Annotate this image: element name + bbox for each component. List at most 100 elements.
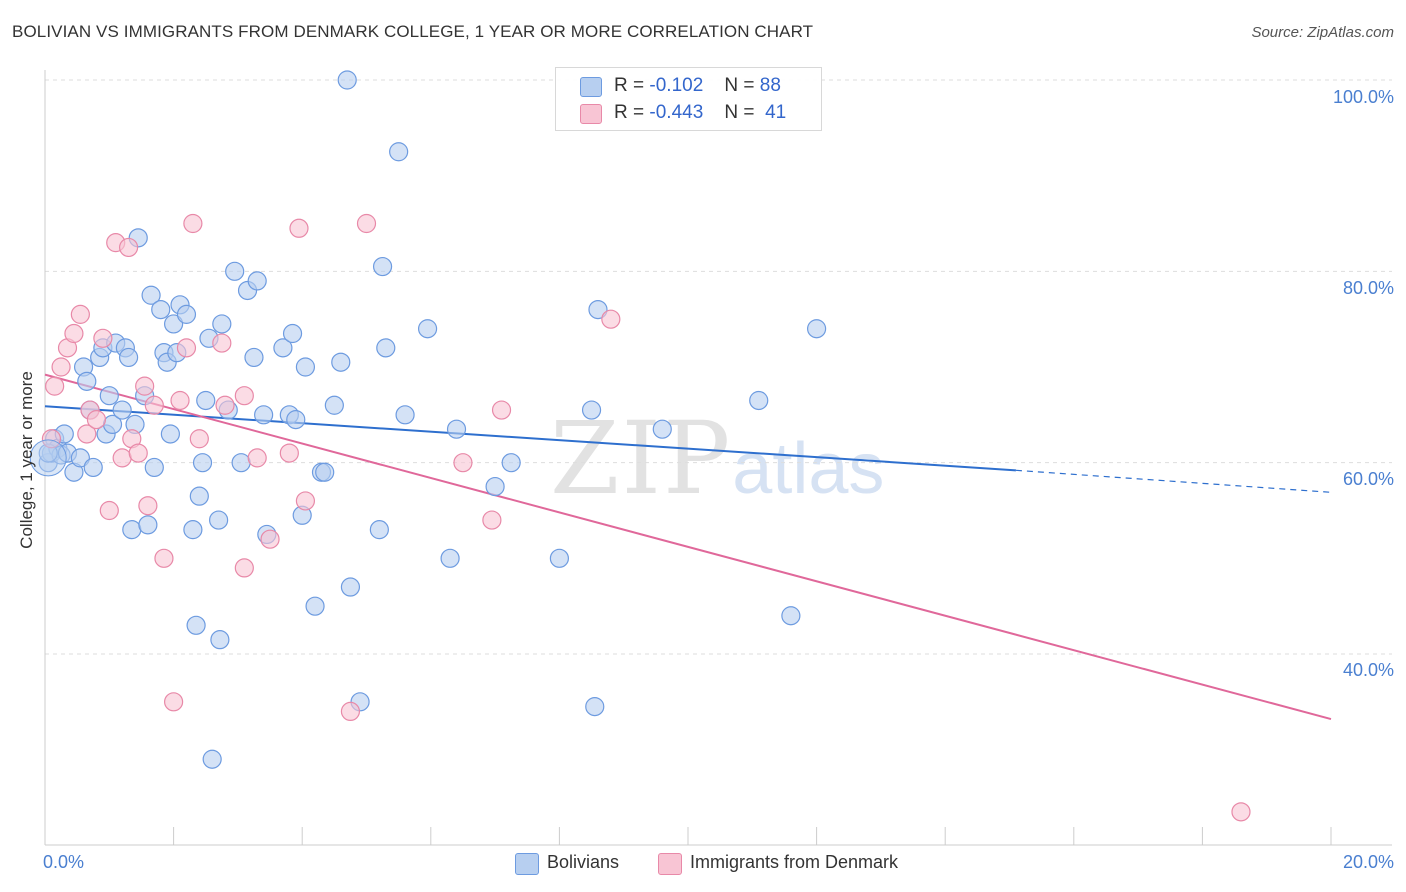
denmark-point [289,218,309,238]
legend-r-label: R = [614,102,645,123]
denmark-point [51,357,71,377]
bolivian-point [151,300,171,320]
bolivian-point [141,285,161,305]
bolivian-point [196,390,216,411]
watermark-sub: atlas [732,429,885,509]
denmark-point [64,323,84,344]
bolivian-point [340,577,361,597]
denmark-point [128,443,148,463]
bolivian-point [369,520,389,540]
bolivian-point [501,453,521,473]
legend-swatch-denmark [658,853,682,875]
bolivian-point [210,630,230,650]
denmark-point [183,213,203,234]
bolivian-point [144,457,164,478]
denmark-point [212,333,232,353]
denmark-point [482,510,502,530]
bolivian-point [295,357,316,377]
bolivian-point [585,697,605,717]
denmark-point [138,496,158,516]
denmark-point [215,395,235,415]
legend-label-bolivians: Bolivians [547,852,620,872]
denmark-point [70,304,90,324]
chart-title: BOLIVIAN VS IMMIGRANTS FROM DENMARK COLL… [12,22,814,41]
bolivian-point [83,457,103,478]
legend-swatch-blue [580,77,602,97]
denmark-point [135,376,155,396]
bolivian-point [186,615,206,635]
bolivian-point [247,271,267,291]
bolivian-point [183,520,203,540]
denmark-point [112,448,132,468]
legend-label-denmark: Immigrants from Denmark [690,852,899,872]
denmark-point [176,338,197,358]
denmark-point [356,213,377,234]
bolivian-point [209,510,229,530]
legend-n-value: 88 [759,75,781,96]
denmark-point [118,237,139,258]
bolivian-point [160,424,180,444]
trend-layer [44,373,1332,721]
bolivian-point [549,548,570,568]
legend-r-value: -0.443 [649,102,704,123]
legend-r-label: R = [614,75,645,96]
bolivian-point [446,419,467,439]
y-tick-label-100: 100.0% [1332,87,1394,107]
bolivian-point [118,347,139,368]
bolivian-point [417,319,438,339]
denmark-point [234,386,254,406]
series-legend: Bolivians Immigrants from Denmark [0,852,1406,876]
denmark-point [93,328,113,348]
x-tick-label-max: 20.0% [1342,852,1394,872]
bolivian-point [231,453,251,473]
bolivian-point [273,338,293,358]
denmark-point [144,395,164,415]
bolivian-point [212,314,232,334]
legend-text-denmark: R = -0.443 N = 41 [614,102,786,124]
denmark-point [279,443,299,463]
bolivian-point [376,338,396,358]
points-layer [29,70,1251,822]
bolivian-point [588,300,608,320]
bolivian-point [77,371,97,391]
bolivian-point-large [29,439,67,477]
bolivian-point [781,606,801,626]
legend-text-bolivians: R = -0.102 N = 88 [614,75,781,97]
denmark-point [340,701,361,722]
denmark-point [77,424,97,444]
y-tick-label-80: 80.0% [1342,278,1394,298]
bolivian-point [652,419,672,439]
bolivian-point [305,596,325,616]
bolivian-point [440,548,460,568]
bolivian-point [395,405,415,425]
bolivian-point [70,448,90,468]
denmark-point [99,500,119,521]
x-tick-label-min: 0.0% [43,852,85,872]
denmark-point [170,390,190,411]
denmark-point [86,410,107,430]
bolivian-point [244,347,264,368]
legend-swatch-bolivians [515,853,539,875]
watermark: ZIPatlas [550,400,884,517]
bolivian-trend-extension [1015,469,1332,493]
denmark-point [453,453,473,473]
correlation-legend: R = -0.102 N = 88 R = -0.443 N = 41 [555,67,822,131]
bolivian-point [282,323,303,344]
bolivian-point [286,410,306,430]
denmark-point [260,529,280,549]
watermark-main: ZIP [550,400,733,517]
legend-r-value: -0.102 [649,75,704,96]
bolivian-point [324,395,344,415]
bolivian-point [122,520,142,540]
bolivian-point [749,390,769,411]
bolivian-point [806,319,827,339]
bolivian-point [112,400,132,420]
bolivian-point [315,462,335,482]
bolivian-point [372,256,393,277]
bolivian-point [581,400,602,420]
denmark-point [189,429,209,449]
bolivian-point [189,486,209,506]
bolivian-point [389,142,409,162]
bolivian-point [225,261,245,281]
